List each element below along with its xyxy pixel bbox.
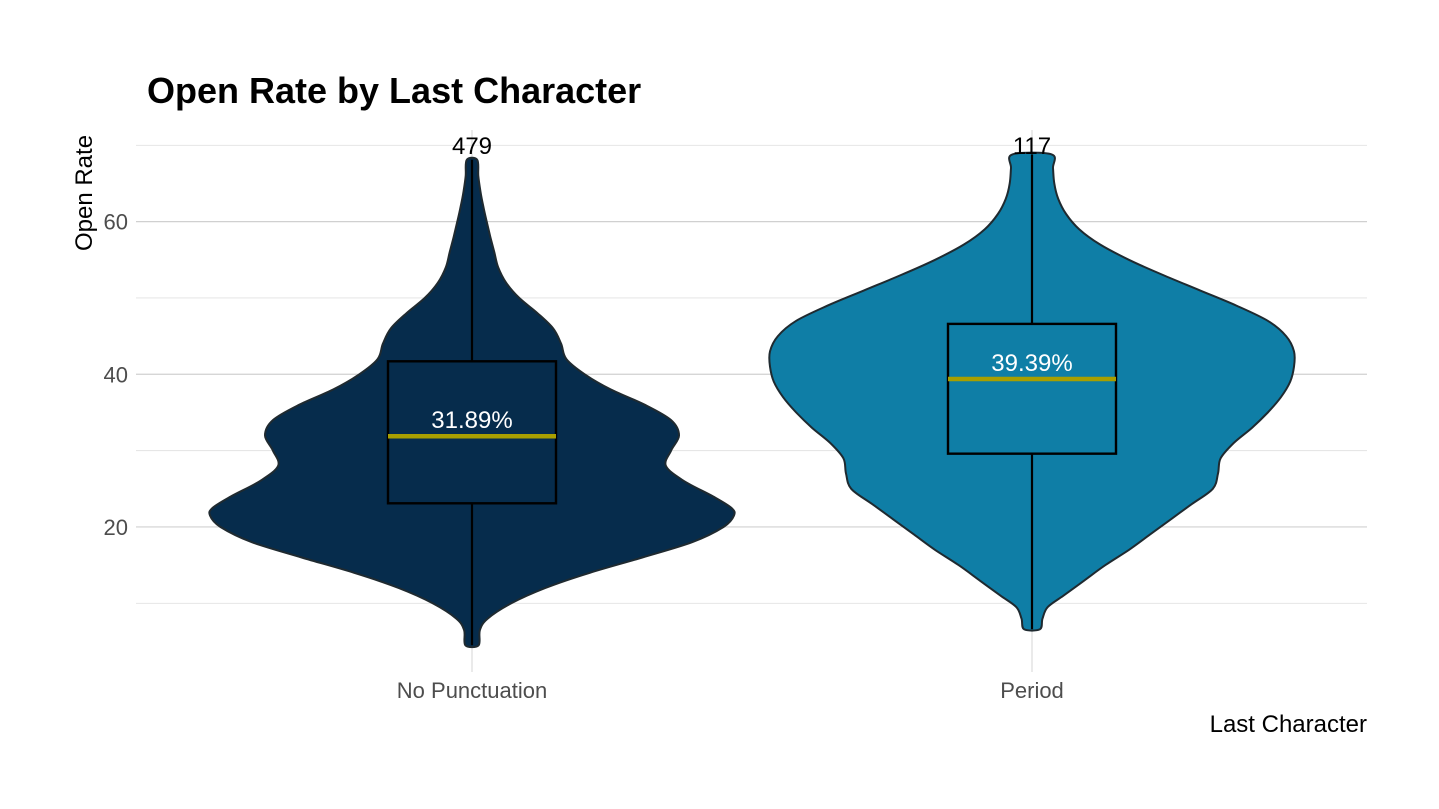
x-tick-label: Period xyxy=(1000,678,1064,703)
y-tick-label: 60 xyxy=(104,210,128,235)
violin-group: 31.89% 479 xyxy=(208,133,736,649)
violin-group: 39.39% 117 xyxy=(768,133,1296,632)
x-tick-label: No Punctuation xyxy=(397,678,547,703)
y-axis-title: Open Rate xyxy=(71,135,98,251)
iqr-box xyxy=(946,322,1118,455)
x-axis-title: Last Character xyxy=(1210,711,1367,738)
x-axis-ticks: No Punctuation Period xyxy=(397,678,1064,703)
violins: 31.89% 479 39.39% 117 xyxy=(208,133,1296,649)
chart-title: Open Rate by Last Character xyxy=(147,70,641,111)
median-label: 39.39% xyxy=(991,350,1072,377)
count-label: 117 xyxy=(1013,133,1051,160)
iqr-box xyxy=(386,360,558,505)
y-axis-ticks: 20 40 60 xyxy=(104,210,128,540)
median-label: 31.89% xyxy=(431,407,512,434)
y-tick-label: 40 xyxy=(104,362,128,387)
y-tick-label: 20 xyxy=(104,515,128,540)
count-label: 479 xyxy=(452,133,492,160)
